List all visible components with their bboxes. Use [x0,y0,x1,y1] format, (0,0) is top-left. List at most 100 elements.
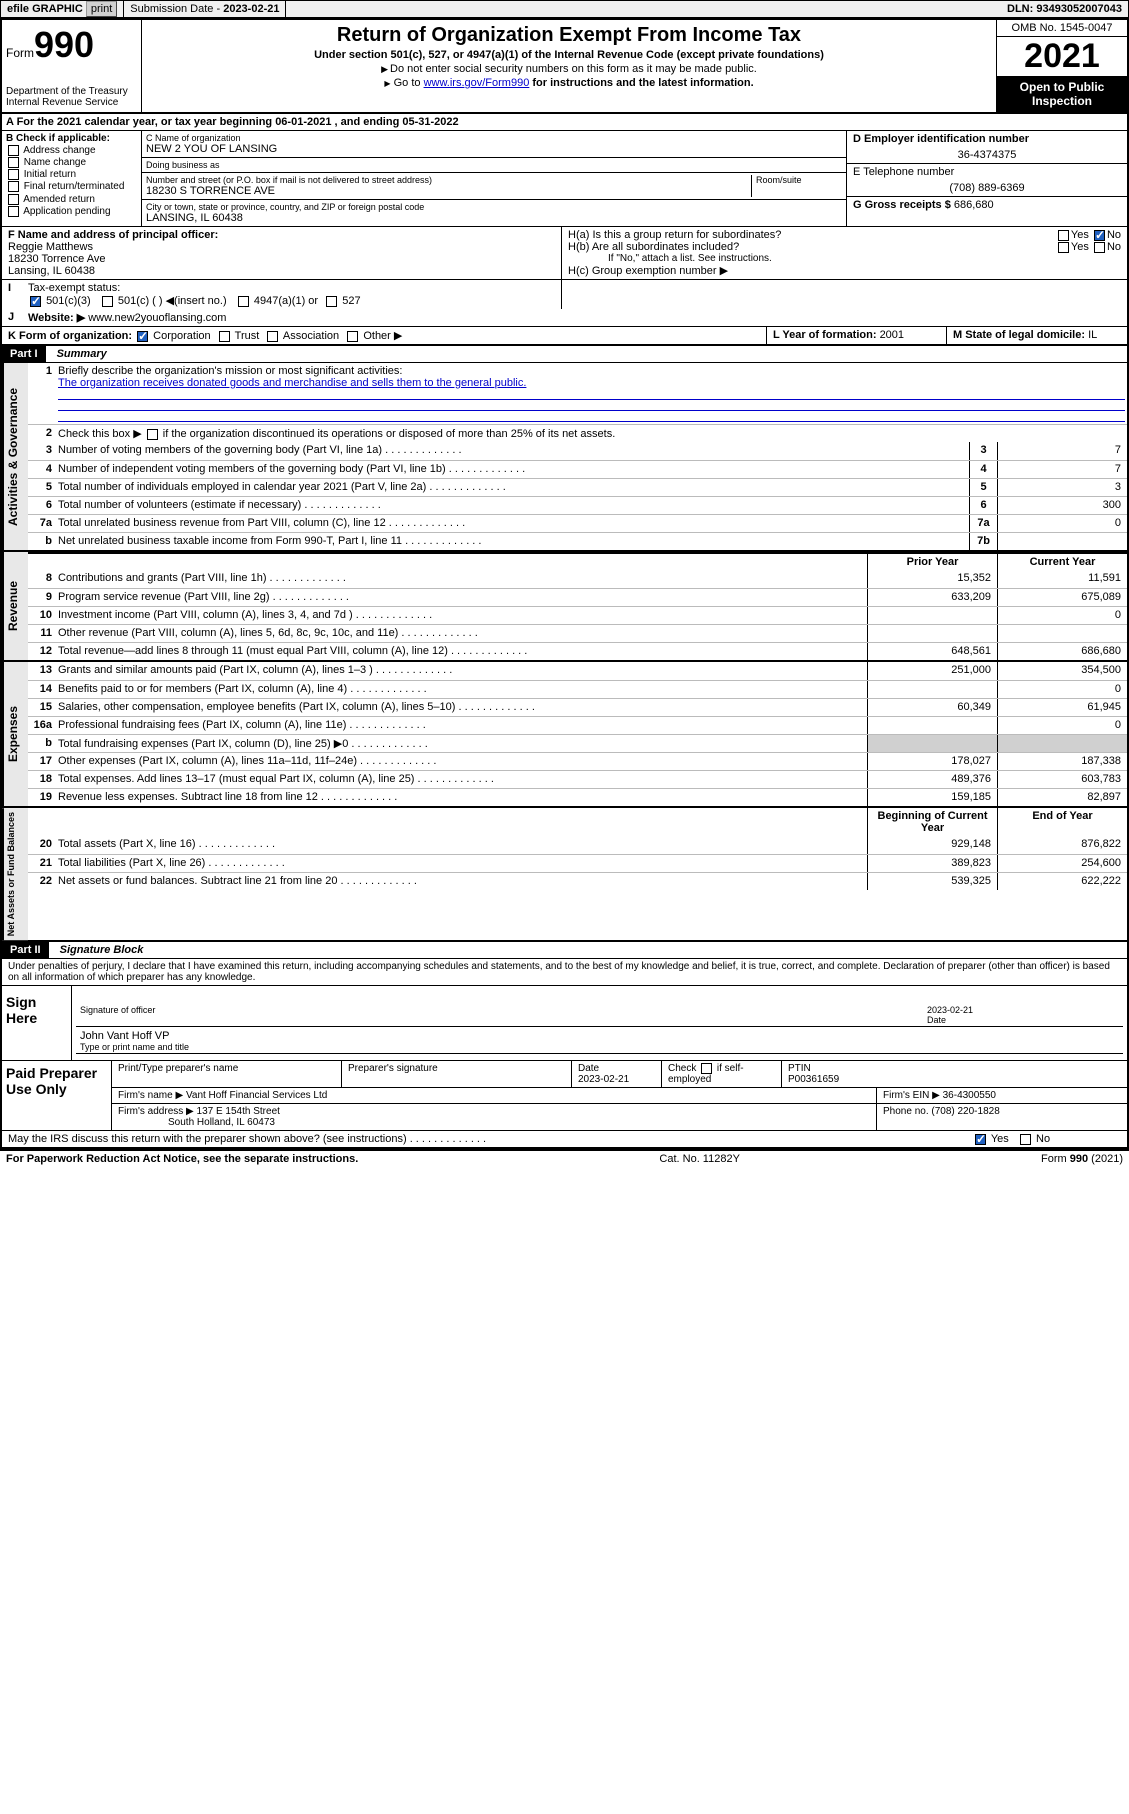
sign-here-label: Sign Here [2,986,72,1060]
line-15: 15Salaries, other compensation, employee… [28,698,1127,716]
cb-other[interactable] [347,331,358,342]
paid-preparer-block: Paid Preparer Use Only Print/Type prepar… [2,1061,1127,1131]
cb-amended[interactable]: Amended return [6,194,137,205]
firm-name-label: Firm's name ▶ [118,1090,183,1101]
form-version: Form 990 (2021) [1041,1153,1123,1165]
form-title: Return of Organization Exempt From Incom… [150,24,988,47]
dept-treasury: Department of the Treasury [6,86,137,97]
line-20: 20Total assets (Part X, line 16)929,1488… [28,836,1127,854]
gov-line-6: 6Total number of volunteers (estimate if… [28,496,1127,514]
h-c: H(c) Group exemption number ▶ [568,264,1121,277]
header-left: Form990 Department of the Treasury Inter… [2,20,142,112]
dln: DLN: 93493052007043 [1001,1,1128,17]
irs-label: Internal Revenue Service [6,97,137,108]
website-label: Website: ▶ [28,312,85,324]
gov-line-7a: 7aTotal unrelated business revenue from … [28,514,1127,532]
dba-label: Doing business as [146,160,842,170]
page-footer: For Paperwork Reduction Act Notice, see … [0,1151,1129,1167]
cb-corp[interactable] [137,331,148,342]
sig-officer-label: Signature of officer [76,1004,923,1026]
col-prior-year: Prior Year [867,554,997,570]
city-value: LANSING, IL 60438 [146,212,842,224]
cb-assoc[interactable] [267,331,278,342]
cb-initial-return[interactable]: Initial return [6,169,137,180]
room-suite-label: Room/suite [752,175,842,197]
ein-label: D Employer identification number [853,133,1029,145]
firm-ein-label: Firm's EIN ▶ [883,1090,940,1101]
form-header: Form990 Department of the Treasury Inter… [2,20,1127,114]
header-title-block: Return of Organization Exempt From Incom… [142,20,997,112]
line-21: 21Total liabilities (Part X, line 26)389… [28,854,1127,872]
section-revenue: Revenue Prior Year Current Year 8Contrib… [2,552,1127,662]
tab-governance: Activities & Governance [2,363,28,550]
instructions-link: Go to www.irs.gov/Form990 for instructio… [150,77,988,89]
row-klm: K Form of organization: Corporation Trus… [2,327,1127,346]
firm-addr1: 137 E 154th Street [197,1106,280,1117]
row-i: I Tax-exempt status: 501(c)(3) 501(c) ( … [2,280,1127,309]
prep-sig-label: Preparer's signature [342,1061,572,1087]
cb-name-change[interactable]: Name change [6,157,137,168]
gov-line-3: 3Number of voting members of the governi… [28,442,1127,460]
print-button[interactable]: print [86,1,117,17]
box-b: B Check if applicable: Address change Na… [2,131,142,226]
tax-status-label: Tax-exempt status: [28,282,120,294]
box-de: D Employer identification number 36-4374… [847,131,1127,226]
open-inspection: Open to Public Inspection [997,76,1127,112]
phone-value: (708) 889-6369 [853,182,1121,194]
ptin-value: P00361659 [788,1074,839,1085]
tab-netassets: Net Assets or Fund Balances [2,808,28,940]
cb-discuss-no[interactable] [1020,1134,1031,1145]
printed-name-label: Type or print name and title [80,1042,189,1052]
col-end-year: End of Year [997,808,1127,836]
cb-address-change[interactable]: Address change [6,145,137,156]
form-outer: Form990 Department of the Treasury Inter… [0,18,1129,1151]
firm-ein: 36-4300550 [943,1090,996,1101]
irs-link[interactable]: www.irs.gov/Form990 [424,77,530,89]
domicile: IL [1088,329,1097,341]
domicile-label: M State of legal domicile: [953,329,1088,341]
section-netassets: Net Assets or Fund Balances Beginning of… [2,808,1127,942]
box-c: C Name of organization NEW 2 YOU OF LANS… [142,131,847,226]
cb-501c3[interactable] [30,296,41,307]
efile-label: efile GRAPHIC print [1,1,124,17]
ptin-label: PTIN [788,1063,811,1074]
gov-line-b: bNet unrelated business taxable income f… [28,532,1127,550]
cat-no: Cat. No. 11282Y [659,1153,740,1165]
line-8: 8Contributions and grants (Part VIII, li… [28,570,1127,588]
paid-preparer-label: Paid Preparer Use Only [2,1061,112,1130]
line-9: 9Program service revenue (Part VIII, lin… [28,588,1127,606]
cb-final-return[interactable]: Final return/terminated [6,181,137,192]
cb-discuss-yes[interactable] [975,1134,986,1145]
line-17: 17Other expenses (Part IX, column (A), l… [28,752,1127,770]
officer-label: F Name and address of principal officer: [8,229,218,241]
officer-printed-name: John Vant Hoff VP [80,1030,169,1042]
gross-receipts-label: G Gross receipts $ [853,199,954,211]
officer-addr2: Lansing, IL 60438 [8,265,95,277]
part1-header: Part I Summary [2,346,1127,363]
cb-527[interactable] [326,296,337,307]
sig-date: 2023-02-21Date [923,1004,1123,1026]
gov-line-4: 4Number of independent voting members of… [28,460,1127,478]
header-right: OMB No. 1545-0047 2021 Open to Public In… [997,20,1127,112]
line-22: 22Net assets or fund balances. Subtract … [28,872,1127,890]
cb-discontinued[interactable] [147,429,158,440]
firm-addr2: South Holland, IL 60473 [168,1117,275,1128]
firm-phone-label: Phone no. [883,1106,931,1117]
cb-4947[interactable] [238,296,249,307]
line-18: 18Total expenses. Add lines 13–17 (must … [28,770,1127,788]
cb-self-employed[interactable] [701,1063,712,1074]
line-14: 14Benefits paid to or for members (Part … [28,680,1127,698]
line-16a: 16aProfessional fundraising fees (Part I… [28,716,1127,734]
city-label: City or town, state or province, country… [146,202,842,212]
col-current-year: Current Year [997,554,1127,570]
row-f-h: F Name and address of principal officer:… [2,227,1127,280]
cb-trust[interactable] [219,331,230,342]
part2-header: Part II Signature Block [2,942,1127,959]
form-subtitle: Under section 501(c), 527, or 4947(a)(1)… [150,49,988,61]
submission-date: Submission Date - 2023-02-21 [124,1,286,17]
prep-name-label: Print/Type preparer's name [112,1061,342,1087]
row-a-tax-year: A For the 2021 calendar year, or tax yea… [2,114,1127,131]
cb-501c[interactable] [102,296,113,307]
cb-app-pending[interactable]: Application pending [6,206,137,217]
ein-value: 36-4374375 [853,149,1121,161]
